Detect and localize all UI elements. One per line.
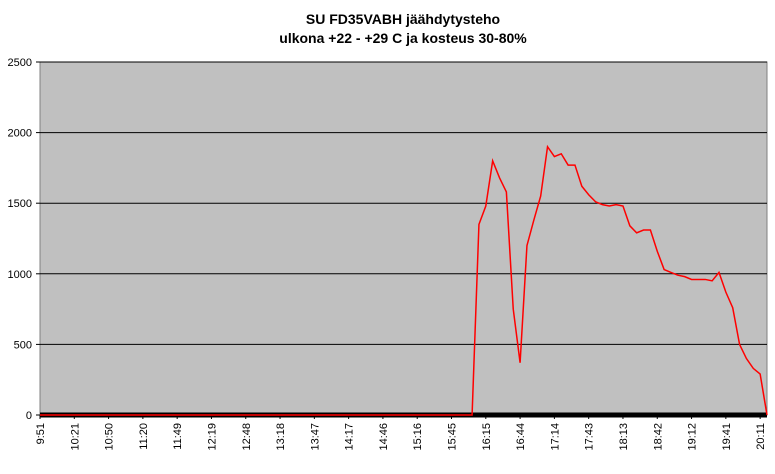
x-tick-label: 9:51 (35, 423, 47, 444)
y-tick-label: 2500 (8, 57, 32, 69)
x-tick-label: 14:46 (378, 423, 390, 451)
chart-title: SU FD35VABH jäähdytysteho (306, 11, 500, 27)
x-tick-label: 11:20 (138, 423, 150, 450)
y-tick-label: 2000 (8, 128, 32, 140)
x-tick-label: 18:42 (652, 423, 664, 451)
x-tick-label: 15:45 (447, 423, 459, 451)
x-tick-label: 12:19 (206, 423, 218, 451)
x-tick-label: 13:47 (309, 423, 321, 451)
x-tick-label: 18:13 (618, 423, 630, 451)
x-tick-label: 16:15 (481, 423, 493, 451)
x-tick-label: 12:48 (241, 423, 253, 451)
x-tick-label: 10:50 (104, 423, 116, 451)
y-tick-label: 500 (14, 339, 32, 351)
x-tick-label: 10:21 (69, 423, 81, 451)
y-tick-label: 0 (26, 410, 32, 422)
x-tick-label: 16:44 (515, 423, 527, 451)
x-tick-label: 17:14 (549, 423, 561, 451)
x-tick-label: 13:18 (275, 423, 287, 451)
x-tick-label: 17:43 (584, 423, 596, 451)
chart-subtitle: ulkona +22 - +29 C ja kosteus 30-80% (279, 30, 527, 46)
data-line (40, 144, 768, 416)
x-tick-label: 11:49 (172, 423, 184, 450)
y-tick-label: 1000 (8, 269, 32, 281)
x-tick-label: 19:12 (687, 423, 699, 451)
y-tick-label: 1500 (8, 198, 32, 210)
x-tick-label: 14:17 (344, 423, 356, 451)
x-tick-label: 15:16 (412, 423, 424, 451)
plot-area (39, 61, 768, 416)
x-tick-label: 20:11 (755, 423, 767, 450)
x-tick-label: 19:41 (721, 423, 733, 451)
